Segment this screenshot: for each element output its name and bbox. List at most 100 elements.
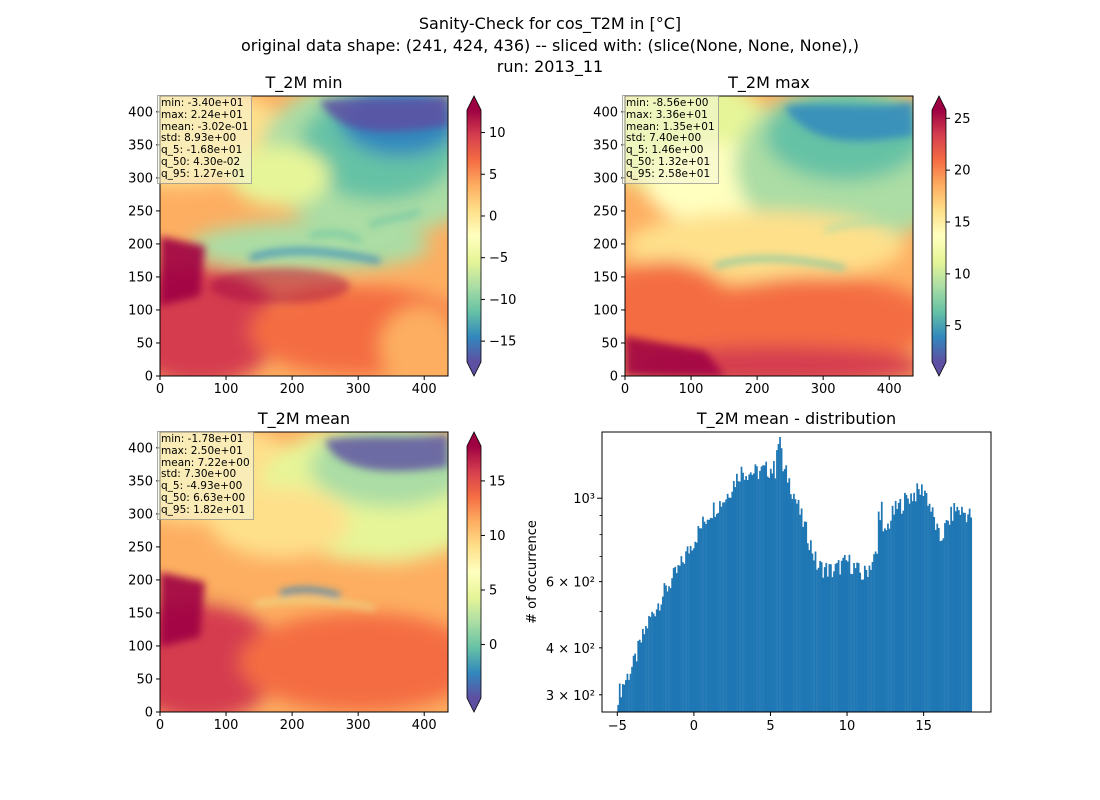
colorbar-max-gradient: [932, 110, 946, 362]
hist-bar: [779, 437, 781, 712]
hist-bar: [907, 498, 909, 712]
y-tick-label: 100: [593, 303, 618, 318]
hist-bar: [842, 557, 845, 712]
hist-bar: [965, 522, 968, 712]
hist-bar: [756, 466, 758, 712]
stat-line: std: 7.30e+00: [161, 468, 237, 481]
hist-bar: [851, 573, 854, 712]
hist-bar: [846, 561, 849, 712]
hist-bar: [819, 560, 821, 712]
hist-bar: [876, 553, 879, 712]
hist-bar: [791, 498, 794, 712]
figure-title-line-1: Sanity-Check for cos_T2M in [°C]: [418, 14, 682, 33]
hist-bar: [874, 551, 877, 712]
hist-bar: [686, 546, 689, 712]
stat-line: min: -8.56e+00: [626, 97, 709, 109]
hist-bar: [964, 512, 966, 712]
hist-bar: [641, 628, 644, 712]
hist-bar: [942, 538, 945, 712]
hist-bar: [629, 673, 632, 712]
y-tick-label: 100: [128, 639, 153, 654]
colorbar-tick-label: 15: [954, 216, 971, 231]
hist-bar: [890, 520, 892, 712]
x-tick-label: 200: [745, 382, 770, 397]
hist-bar: [689, 546, 692, 712]
hist-bar: [623, 684, 626, 712]
hist-bar: [883, 528, 886, 712]
hist-bar: [806, 543, 809, 712]
y-tick-label: 300: [593, 171, 618, 186]
hist-x-tick-label: −5: [608, 719, 627, 734]
hist-bar: [654, 616, 657, 712]
hist-bar: [658, 610, 661, 712]
hist-x-tick-label: 10: [839, 719, 856, 734]
colorbar-tick-label: 5: [489, 584, 497, 599]
hist-ticks: −5 0 5 10 15 3 × 10² 4 × 10² 6 × 10² 10³: [546, 492, 932, 734]
hist-bar: [763, 465, 766, 712]
y-tick-label: 100: [128, 303, 153, 318]
figure-title-line-2: original data shape: (241, 424, 436) -- …: [241, 36, 859, 55]
hist-bar: [925, 493, 928, 712]
hist-bar: [782, 471, 784, 712]
hist-y-tick-label: 10³: [573, 492, 595, 507]
colorbar-tick-label: 5: [489, 168, 497, 183]
hist-x-tick-label: 0: [690, 719, 698, 734]
axes-frame-mean: [159, 431, 449, 713]
hist-bar: [957, 510, 960, 712]
hist-bar: [708, 519, 711, 712]
hist-bar: [911, 501, 914, 712]
hist-bar: [796, 503, 798, 712]
hist-bar: [793, 493, 795, 712]
hist-bar: [776, 450, 778, 712]
hist-bar: [703, 521, 706, 712]
hist-bar: [820, 562, 823, 712]
hist-bar: [774, 478, 777, 712]
hist-bar: [896, 509, 899, 712]
hist-bar: [924, 490, 926, 712]
hist-bar: [680, 556, 683, 712]
stat-line: min: -3.40e+01: [161, 97, 244, 109]
colorbar-min: [466, 95, 482, 377]
colorbar-min-extend-bottom: [467, 362, 481, 376]
hist-bar: [902, 510, 905, 712]
hist-bar: [766, 476, 769, 712]
hist-bar: [725, 499, 727, 712]
hist-bar: [834, 563, 837, 712]
hist-bar: [845, 560, 848, 712]
hist-bar: [823, 567, 826, 712]
hist-bar: [783, 469, 786, 712]
hist-bar: [745, 476, 747, 712]
hist-bar: [817, 567, 820, 712]
hist-bar: [934, 529, 937, 712]
x-tick-label: 300: [346, 382, 371, 397]
y-tick-label: 300: [128, 507, 153, 522]
axes-frame-min: [159, 95, 449, 377]
hist-bar: [732, 480, 735, 712]
colorbar-tick-label: 5: [954, 319, 962, 334]
hist-bar: [752, 473, 755, 712]
hist-bar: [808, 550, 811, 712]
hist-bar: [757, 479, 760, 712]
hist-bar: [970, 517, 973, 712]
stat-line: q_95: 2.58e+01: [626, 167, 711, 180]
hist-bar: [828, 564, 831, 712]
hist-bar: [816, 569, 818, 712]
y-tick-label: 400: [593, 105, 618, 120]
hist-bar: [754, 464, 757, 712]
colorbar-tick-label: 25: [954, 112, 971, 127]
hist-bar: [663, 583, 666, 712]
hist-bar: [802, 526, 805, 712]
stat-line: q_95: 1.82e+01: [161, 503, 246, 516]
heatmap-min: [160, 96, 448, 376]
hist-bar: [803, 521, 806, 712]
hist-bar: [728, 497, 731, 712]
y-tick-label: 250: [128, 540, 153, 555]
hist-bar: [843, 554, 846, 712]
hist-bar: [786, 482, 789, 712]
x-tick-label: 400: [877, 382, 902, 397]
hist-bar: [967, 514, 969, 712]
hist-bar: [927, 505, 929, 712]
hist-bar: [814, 551, 817, 712]
colorbar-max: [931, 95, 947, 377]
hist-bar: [631, 666, 633, 712]
